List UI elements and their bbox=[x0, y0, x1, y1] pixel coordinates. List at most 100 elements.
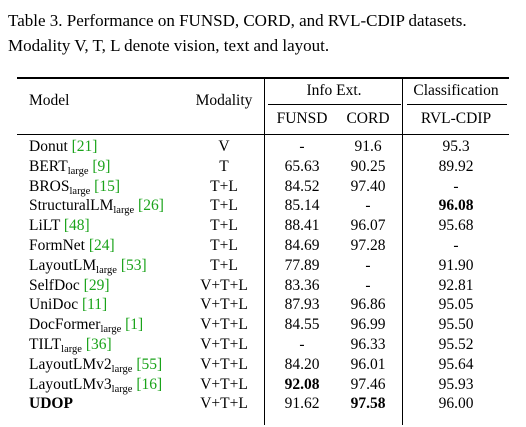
funsd-cell: - bbox=[299, 138, 305, 155]
model-name: DocFormer bbox=[29, 316, 101, 334]
header-rvl-cdip: RVL-CDIP bbox=[420, 110, 492, 127]
model-name: TILT bbox=[29, 336, 62, 353]
citation-link[interactable]: [15] bbox=[94, 177, 120, 195]
model-cell: SelfDoc [29] bbox=[29, 277, 110, 295]
model-name: UDOP bbox=[29, 395, 73, 413]
cord-cell: 96.86 bbox=[350, 296, 386, 314]
header-info-ext: Info Ext. bbox=[306, 82, 362, 99]
model-name: BROS bbox=[29, 177, 70, 195]
cord-cell: 97.40 bbox=[350, 177, 386, 195]
citation-link[interactable]: [9] bbox=[92, 157, 111, 175]
model-cell: UniDoc [11] bbox=[29, 296, 107, 314]
model-cell: UDOP bbox=[29, 395, 73, 413]
classification-underline bbox=[407, 104, 507, 105]
rvl-cdip-cell: 92.81 bbox=[438, 276, 474, 294]
funsd-cell: 88.41 bbox=[284, 217, 320, 235]
cord-cell: 90.25 bbox=[350, 157, 386, 175]
funsd-cell: 84.20 bbox=[284, 355, 320, 373]
funsd-cell: 91.62 bbox=[284, 395, 320, 413]
citation-link[interactable]: [21] bbox=[71, 138, 98, 155]
funsd-cell: 92.08 bbox=[284, 375, 320, 393]
model-size-subscript: large bbox=[111, 383, 133, 395]
cord-cell: - bbox=[365, 197, 371, 215]
modality-cell: T+L bbox=[210, 256, 238, 274]
cord-cell: 96.07 bbox=[350, 217, 386, 235]
modality-cell: T+L bbox=[210, 237, 238, 254]
model-cell: LayoutLMlarge [53] bbox=[29, 256, 147, 276]
funsd-cell: 77.89 bbox=[284, 256, 320, 274]
cord-cell: 96.01 bbox=[350, 355, 386, 373]
citation-link[interactable]: [36] bbox=[85, 336, 112, 353]
vertical-rule-1 bbox=[264, 77, 265, 425]
model-name: StructuralLM bbox=[29, 197, 114, 215]
model-size-subscript: large bbox=[67, 165, 89, 177]
model-name: LayoutLMv2 bbox=[29, 355, 112, 373]
funsd-cell: 83.36 bbox=[284, 276, 320, 294]
rvl-cdip-cell: 95.3 bbox=[442, 138, 470, 155]
citation-link[interactable]: [53] bbox=[120, 256, 147, 274]
model-size-subscript: large bbox=[100, 324, 122, 336]
modality-cell: V+T+L bbox=[200, 276, 248, 294]
rvl-cdip-cell: 95.05 bbox=[438, 296, 474, 314]
citation-link[interactable]: [16] bbox=[136, 375, 163, 393]
modality-cell: V bbox=[218, 138, 230, 155]
citation-link[interactable]: [29] bbox=[83, 276, 110, 294]
modality-cell: T+L bbox=[210, 177, 238, 195]
cord-cell: 97.28 bbox=[350, 237, 386, 254]
model-cell: FormNet [24] bbox=[29, 237, 115, 255]
modality-cell: V+T+L bbox=[200, 395, 248, 413]
header-funsd: FUNSD bbox=[276, 110, 328, 127]
model-name: SelfDoc bbox=[29, 276, 80, 294]
model-size-subscript: large bbox=[96, 264, 117, 276]
modality-cell: V+T+L bbox=[200, 355, 248, 373]
cord-cell: - bbox=[365, 276, 371, 294]
cord-cell: - bbox=[365, 256, 371, 274]
citation-link[interactable]: [24] bbox=[88, 237, 115, 254]
model-size-subscript: large bbox=[111, 363, 133, 375]
modality-cell: V+T+L bbox=[200, 336, 248, 353]
model-name: Donut bbox=[29, 138, 68, 155]
funsd-cell: 84.52 bbox=[284, 177, 320, 195]
modality-cell: V+T+L bbox=[200, 316, 248, 334]
header-model: Model bbox=[29, 92, 70, 109]
citation-link[interactable]: [55] bbox=[136, 355, 163, 373]
rvl-cdip-cell: 89.92 bbox=[438, 157, 474, 175]
rvl-cdip-cell: 95.64 bbox=[438, 355, 474, 373]
modality-cell: V+T+L bbox=[200, 296, 248, 314]
model-size-subscript: large bbox=[61, 344, 82, 355]
funsd-cell: - bbox=[299, 336, 305, 353]
rvl-cdip-cell: - bbox=[453, 237, 459, 254]
model-cell: LayoutLMv3large [16] bbox=[29, 375, 163, 395]
citation-link[interactable]: [1] bbox=[125, 316, 144, 334]
vertical-rule-2 bbox=[402, 77, 403, 425]
model-cell: Donut [21] bbox=[29, 138, 97, 156]
rvl-cdip-cell: 95.50 bbox=[438, 316, 474, 334]
rvl-cdip-cell: 91.90 bbox=[438, 256, 474, 274]
citation-link[interactable]: [48] bbox=[63, 217, 90, 235]
modality-cell: T+L bbox=[210, 197, 238, 215]
model-name: UniDoc bbox=[29, 296, 79, 314]
model-name: FormNet bbox=[29, 237, 85, 254]
rvl-cdip-cell: 95.52 bbox=[438, 336, 474, 353]
rvl-cdip-cell: - bbox=[453, 177, 459, 195]
citation-link[interactable]: [11] bbox=[81, 296, 108, 314]
cord-cell: 96.99 bbox=[350, 316, 386, 334]
model-name: LiLT bbox=[29, 217, 61, 235]
funsd-cell: 85.14 bbox=[284, 197, 320, 215]
model-name: BERT bbox=[29, 157, 68, 175]
header-classification: Classification bbox=[413, 82, 499, 99]
model-size-subscript: large bbox=[113, 205, 135, 217]
model-cell: LiLT [48] bbox=[29, 217, 90, 235]
info-ext-underline bbox=[268, 104, 401, 105]
funsd-cell: 87.93 bbox=[284, 296, 320, 314]
cord-cell: 97.46 bbox=[350, 375, 386, 393]
header-rule bbox=[17, 134, 509, 135]
model-size-subscript: large bbox=[69, 185, 91, 197]
funsd-cell: 65.63 bbox=[284, 157, 320, 175]
model-cell: StructuralLMlarge [26] bbox=[29, 197, 164, 217]
citation-link[interactable]: [26] bbox=[138, 197, 164, 215]
header-cord: CORD bbox=[346, 110, 390, 127]
header-modality: Modality bbox=[195, 92, 253, 109]
modality-cell: V+T+L bbox=[200, 375, 248, 393]
model-cell: BERTlarge [9] bbox=[29, 157, 111, 177]
